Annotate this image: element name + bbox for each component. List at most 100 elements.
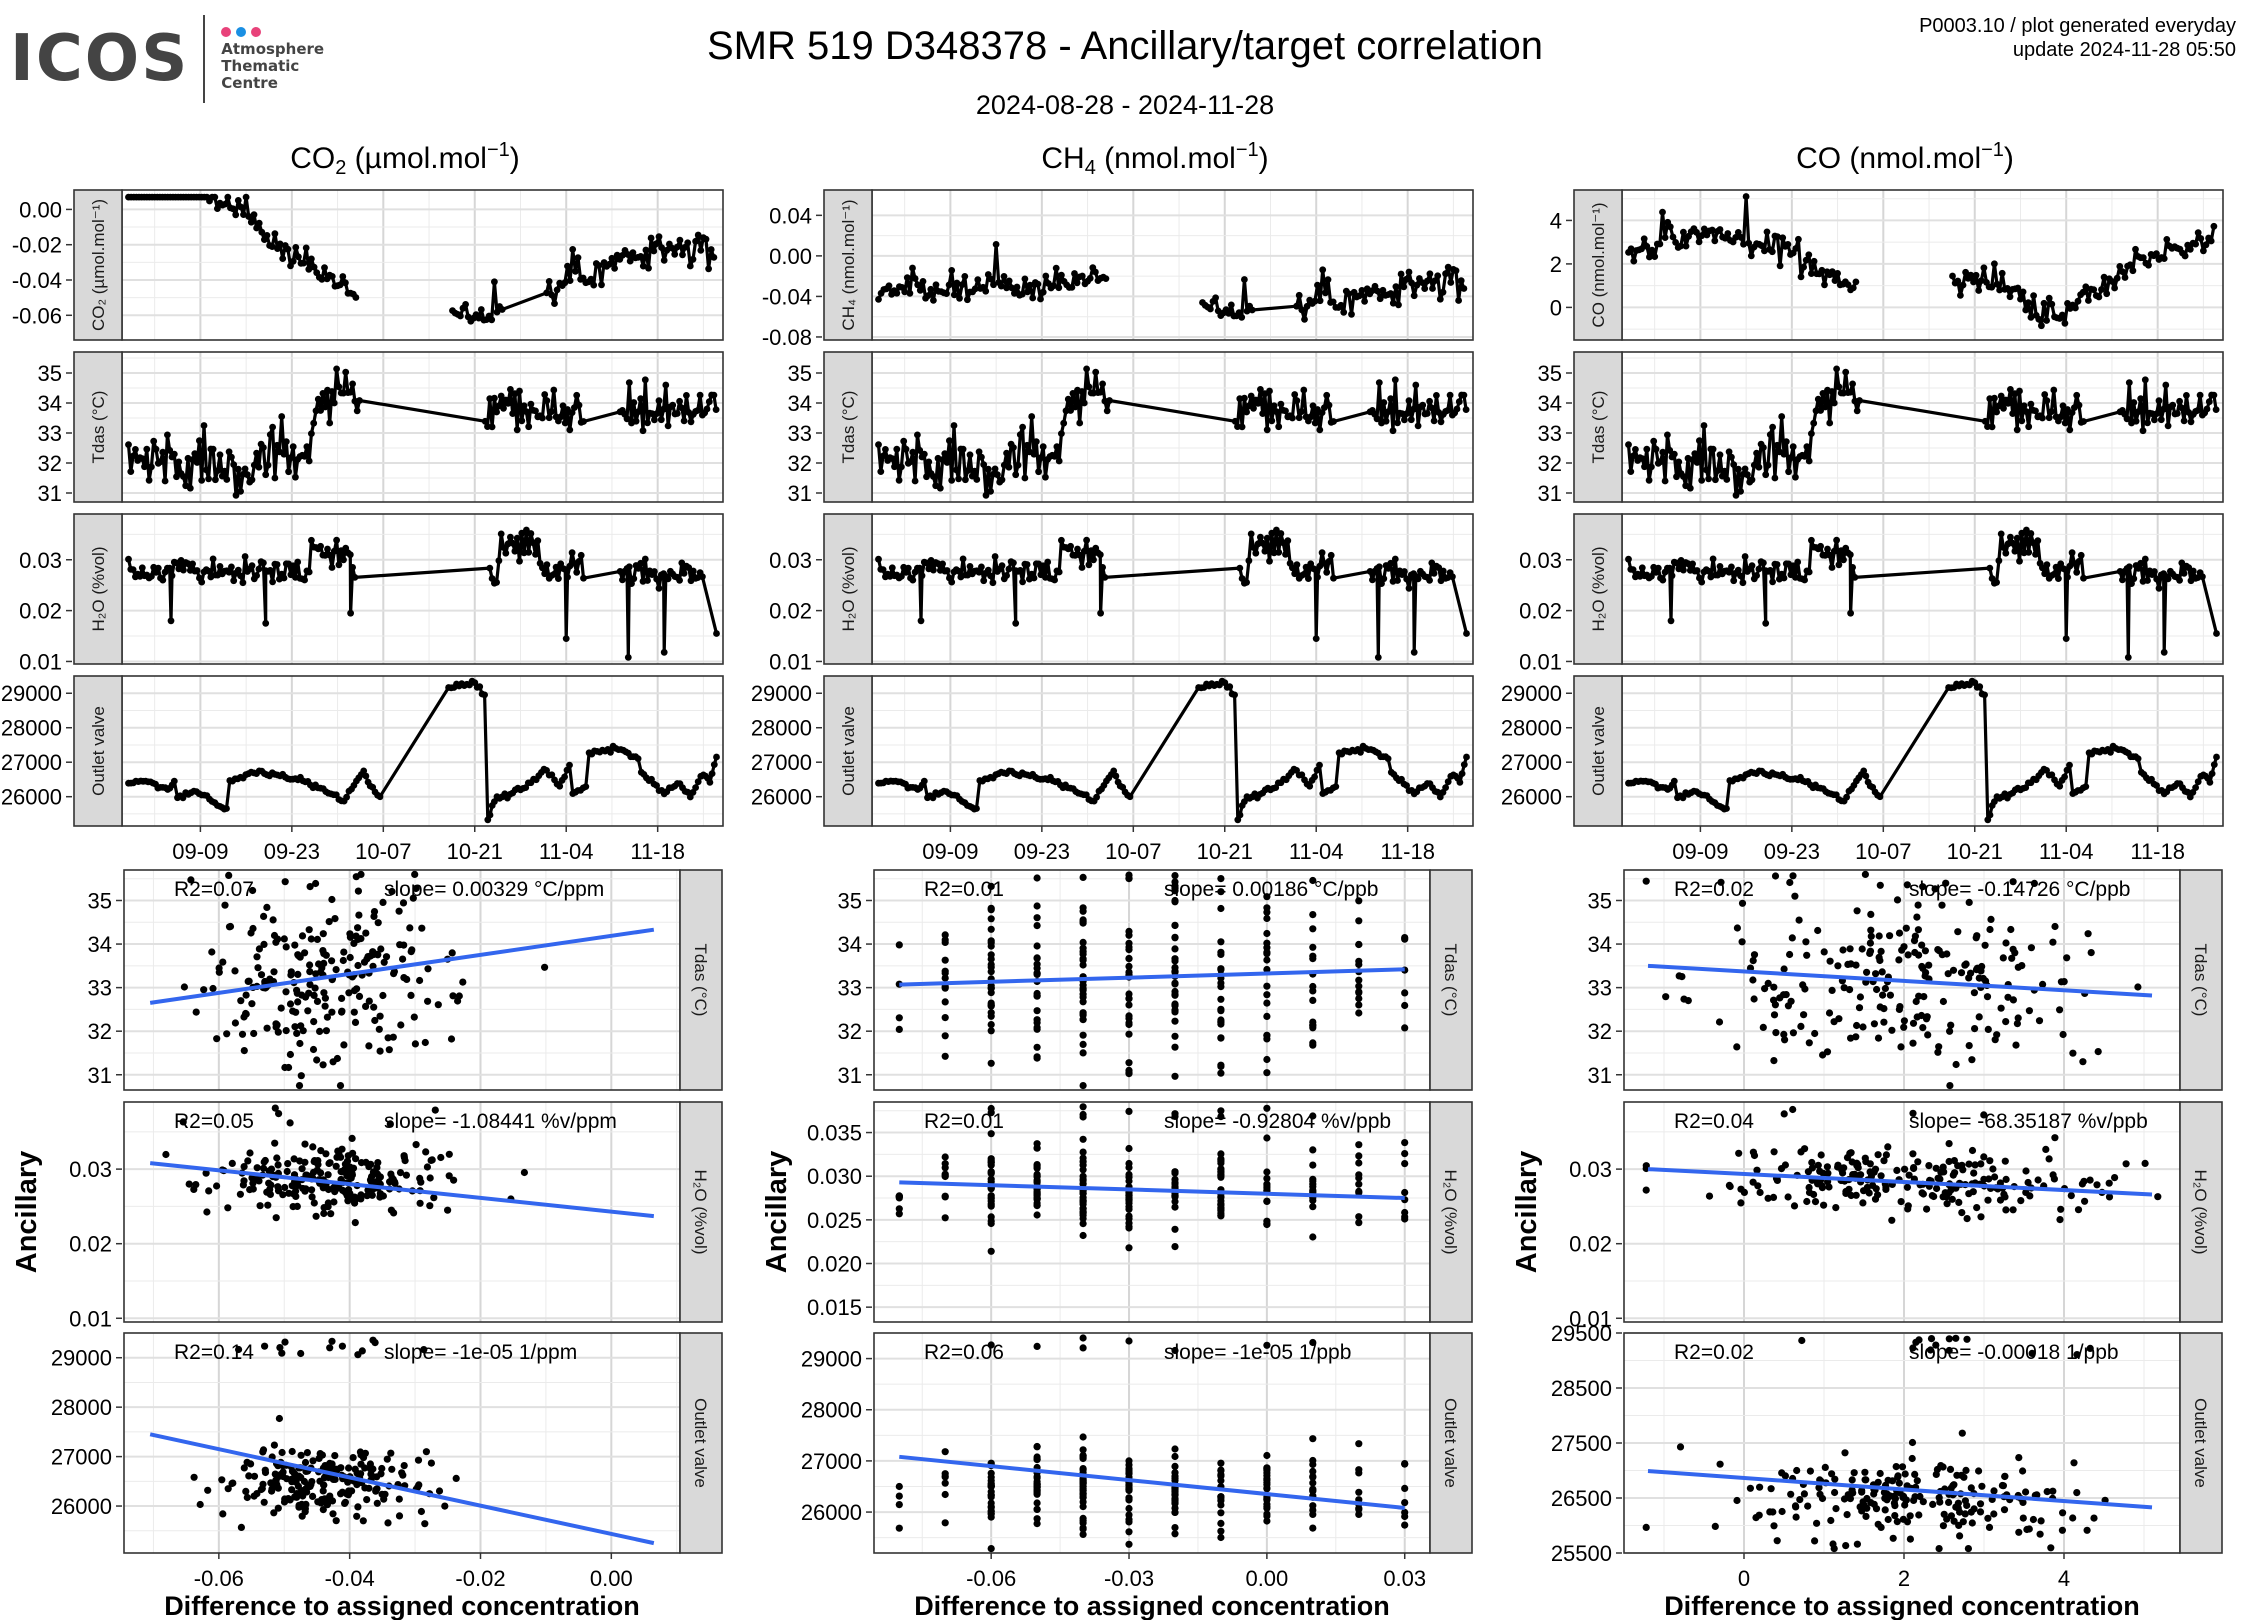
- col-co2-scatter-0-scatter-point: [434, 1001, 442, 1009]
- col-co2-time-tick-label: 09-09: [172, 839, 228, 864]
- col-ch4-scatter-1-scatter-point: [1171, 1193, 1179, 1201]
- col-co-scatter-0-scatter-point: [1800, 1011, 1808, 1019]
- col-co-scatter-1-scatter-point: [1770, 1148, 1778, 1156]
- col-co-scatter-1-scatter-point: [1842, 1187, 1850, 1196]
- col-co-ts-tdas-data-point: [1737, 488, 1744, 495]
- col-ch4-scatter-0-scatter-point: [1309, 1024, 1317, 1032]
- col-ch4-ts-h2o-data-point: [1259, 539, 1267, 547]
- col-ch4-scatter-1-scatter-point: [1309, 1146, 1317, 1154]
- col-co-ts-tdas-data-point: [1686, 484, 1694, 492]
- col-co2-scatter-0-scatter-point: [447, 1035, 456, 1043]
- col-co2-scatter-0-scatter-point: [209, 984, 217, 993]
- col-ch4-ts-target-data-point: [1374, 287, 1381, 295]
- col-ch4-ts-tdas-data-point: [1014, 461, 1022, 469]
- col-ch4-ts-h2o-data-point: [1010, 559, 1017, 567]
- col-co-scatter-0-scatter-point: [2007, 925, 2015, 934]
- col-co2-title-part: CO: [290, 142, 335, 175]
- col-co2-ts-h2o-data-point: [486, 564, 494, 572]
- col-co-ts-h2o-data-point: [1755, 565, 1763, 573]
- col-ch4-ts-h2o-data-point: [1439, 567, 1447, 575]
- col-ch4-scatter-1-scatter-point: [1263, 1217, 1271, 1225]
- col-ch4-scatter-2-scatter-point: [1217, 1527, 1225, 1535]
- col-ch4-scatter-2-scatter-point: [1079, 1517, 1087, 1525]
- col-co-ts-tdas-data-point: [1771, 474, 1779, 482]
- col-co2-ts-target-data-point: [268, 243, 276, 251]
- col-co2-ts-outlet-data-point: [708, 770, 716, 777]
- col-co2-ts-tdas-data-point: [488, 423, 496, 431]
- col-ch4-scatter-0-scatter-point: [1171, 957, 1179, 965]
- col-co2-scatter-1-scatter-point: [162, 1150, 170, 1159]
- col-co-scatter-0-scatter-point: [1957, 969, 1966, 977]
- col-co2-ts-outlet-data-point: [582, 783, 590, 790]
- col-co-ts-target-data-point: [1954, 277, 1962, 285]
- col-co2-scatter-0-scatter-point: [255, 945, 263, 953]
- col-co2-ts-tdas-data-point: [680, 417, 688, 425]
- col-co-ts-h2o-data-point: [2062, 635, 2070, 642]
- col-ch4-scatter-0-scatter-point: [1309, 996, 1317, 1005]
- col-co-ts-target-data-point: [2119, 268, 2126, 275]
- col-co2-ts-target-data-point: [692, 237, 699, 245]
- col-ch4-ts-h2o-data-point: [1076, 551, 1084, 559]
- col-ch4-scatter-2-scatter-point: [1079, 1451, 1087, 1460]
- col-ch4-scatter-1-scatter-point: [941, 1164, 949, 1172]
- col-co2-ts-tdas-data-point: [710, 391, 718, 399]
- col-co-ts-tdas-data-point: [1810, 419, 1818, 427]
- col-co2-scatter-1-scatter-point: [203, 1208, 211, 1216]
- col-ch4-scatter-1-scatter-point: [1033, 1140, 1041, 1148]
- col-ch4-ts-target-ytick-label: -0.04: [762, 284, 812, 309]
- col-ch4-scatter-2-scatter-point: [1217, 1471, 1225, 1480]
- col-co2-ts-tdas-data-point: [539, 414, 546, 422]
- col-co-scatter-2-scatter-point: [1853, 1540, 1861, 1548]
- col-co2-scatter-2-scatter-point: [284, 1495, 292, 1503]
- col-ch4-scatter-0-scatter-point: [1263, 982, 1271, 990]
- col-co-ts-target-data-point: [2116, 263, 2124, 270]
- col-ch4-scatter-2-scatter-point: [1171, 1524, 1179, 1532]
- col-co2-scatter-0-scatter-point: [328, 895, 336, 904]
- col-ch4-ts-h2o-data-point: [984, 566, 992, 574]
- col-ch4-title-part: −1: [1236, 139, 1259, 161]
- col-ch4-ts-target-data-point: [1429, 285, 1436, 292]
- col-co2-scatter-2-scatter-point: [309, 1492, 317, 1500]
- col-co-ts-h2o-data-point: [2000, 544, 2007, 551]
- col-co2-ts-target-data-point: [684, 239, 692, 247]
- col-co-ts-h2o-data-point: [1840, 556, 1847, 564]
- col-co-scatter-0-scatter-point: [1876, 881, 1884, 889]
- col-co-scatter-0-scatter-point: [1861, 870, 1869, 879]
- col-ch4-ts-target-data-point: [1301, 316, 1308, 323]
- col-co2-scatter-0-scatter-point: [280, 935, 288, 943]
- col-co2-scatter-0-scatter-point: [263, 1024, 271, 1032]
- col-co2-scatter-0-scatter-point: [240, 1047, 248, 1055]
- col-co2-scatter-1-scatter-point: [290, 1155, 298, 1163]
- col-ch4-scatter-2-scatter-point: [941, 1490, 949, 1499]
- col-co-scatter-1-scatter-point: [1840, 1164, 1848, 1172]
- col-ch4-scatter-2-scatter-point: [1125, 1461, 1133, 1469]
- col-co2-ts-tdas-data-point: [125, 441, 132, 448]
- col-co-scatter-0-scatter-point: [1839, 946, 1847, 954]
- col-co2-scatter-2-scatter-point: [354, 1503, 362, 1511]
- col-co-scatter-1-scatter-point: [1991, 1173, 1999, 1181]
- col-co-ts-tdas-data-point: [2050, 386, 2058, 394]
- col-co-scatter-1-scatter-point: [2042, 1145, 2050, 1153]
- col-co2-scatter-0-scatter-point: [399, 955, 407, 963]
- col-co2-scatter-1-scatter-point: [423, 1163, 431, 1171]
- col-ch4-ts-tdas-data-point: [1053, 443, 1061, 451]
- col-co2-ts-h2o-data-point: [349, 564, 356, 571]
- col-co2-scatter-2-scatter-point: [257, 1485, 265, 1494]
- col-co-scatter-1-scatter-point: [1963, 1215, 1971, 1223]
- col-co2-ts-target-data-point: [305, 265, 313, 273]
- col-ch4-ts-tdas-data-point: [1092, 368, 1100, 376]
- col-ch4-ts-outlet-data-point: [1126, 793, 1134, 801]
- col-ch4-scatter-2-scatter-point: [895, 1492, 903, 1500]
- col-ch4-ts-h2o-data-point: [1067, 542, 1074, 550]
- col-co-scatter-0-scatter-point: [1834, 962, 1842, 970]
- col-co-ts-h2o-data-point: [2068, 549, 2076, 557]
- col-ch4-scatter-0-scatter-point: [1263, 893, 1271, 901]
- col-co-scatter-0-scatter-point: [1772, 1029, 1780, 1037]
- col-co-ts-tdas-data-point: [1846, 388, 1854, 396]
- col-co-scatter-0-scatter-point: [1866, 947, 1875, 955]
- col-ch4-ts-tdas-data-point: [948, 477, 956, 484]
- col-ch4-ts-tdas-strip: [823, 351, 873, 503]
- col-co-scatter-2-scatter-point: [2069, 1514, 2077, 1522]
- col-ch4-ts-tdas-data-point: [898, 463, 905, 471]
- col-ch4-ts-h2o-data-point: [991, 553, 999, 560]
